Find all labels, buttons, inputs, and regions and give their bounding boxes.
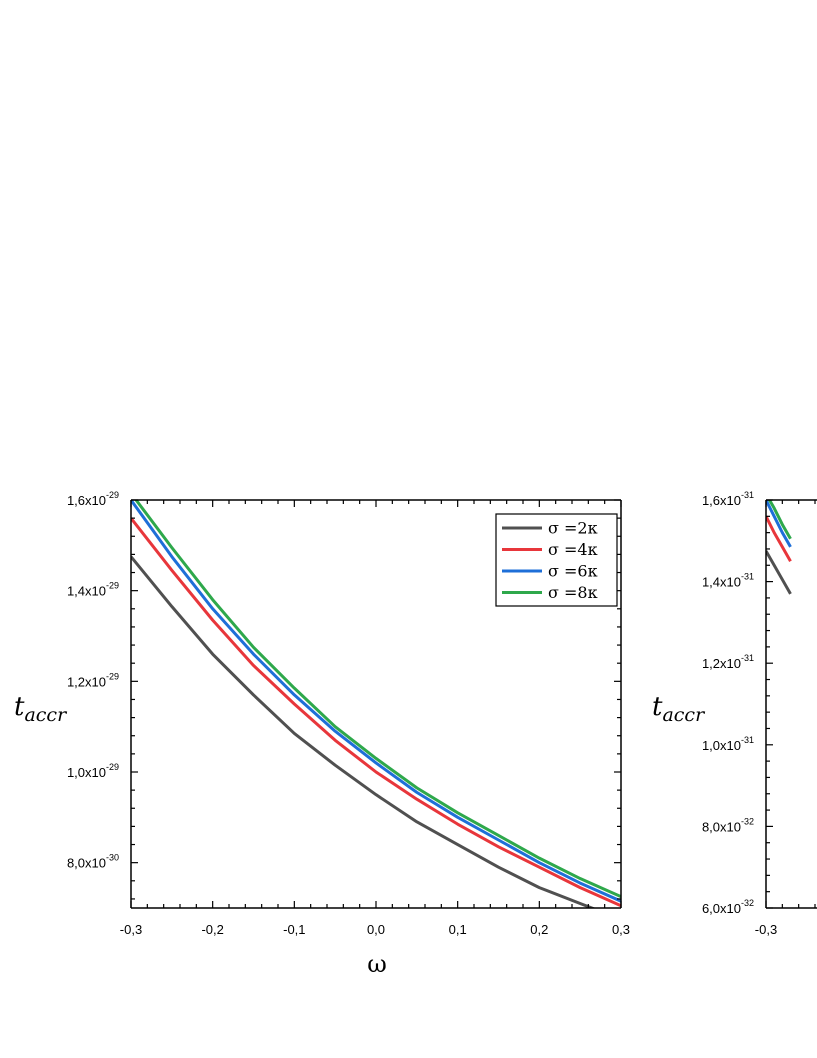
y-tick-label: 1,2x10-29	[67, 671, 119, 689]
y-tick-label: 8,0x10-32	[702, 816, 754, 834]
y-axis-label: taccr	[14, 692, 68, 726]
series-line-s8	[767, 500, 792, 540]
series-line-s6	[131, 500, 621, 903]
x-tick-label: 0,1	[449, 922, 467, 937]
chart-left: -0,3 -0,2 -0,1 0,0 0,1 0,2 0,3 8,0x10-30 1,0x10-…	[14, 490, 630, 978]
x-tick-label: 0,3	[612, 922, 630, 937]
series-group	[131, 500, 621, 908]
legend-label: σ =6κ	[548, 562, 598, 581]
legend-label: σ =4κ	[548, 540, 598, 559]
y-tick-label: 1,4x10-31	[702, 572, 754, 590]
x-tick-label: -0,3	[120, 922, 142, 937]
chart-right: -0,36,0x10-32 8,0x10-32 1,0x10-31 1,2x10-31…	[652, 490, 817, 937]
legend: σ =2κ σ =4κ σ =6κ σ =8κ	[495, 513, 618, 607]
legend-label: σ =8κ	[548, 583, 598, 602]
y-tick-label: 1,0x10-31	[702, 735, 754, 753]
x-axis-label: ω	[367, 950, 387, 978]
series-line-s4	[766, 515, 792, 562]
x-tick-label: -0,2	[201, 922, 223, 937]
series-line-s8	[134, 500, 621, 899]
y-tick-label: 1,0x10-29	[67, 762, 119, 780]
series-group	[766, 500, 792, 595]
series-line-s2	[131, 555, 596, 908]
series-line-s2	[766, 550, 792, 595]
y-tick-label: 1,4x10-29	[67, 581, 119, 599]
y-axis-label: taccr	[652, 692, 706, 726]
x-tick-label: 0,2	[530, 922, 548, 937]
x-tick-label: 0,0	[367, 922, 385, 937]
x-tick-label: -0,1	[283, 922, 305, 937]
y-tick-label: 1,2x10-31	[702, 653, 754, 671]
series-line-s6	[766, 500, 792, 548]
series-line-s4	[131, 517, 621, 908]
x-tick-label: -0,3	[755, 922, 777, 937]
y-tick-label: 6,0x10-32	[702, 898, 754, 916]
y-tick-label: 1,6x10-31	[702, 490, 754, 508]
y-tick-label: 8,0x10-30	[67, 853, 119, 871]
y-tick-label: 1,6x10-29	[67, 490, 119, 508]
legend-label: σ =2κ	[548, 519, 598, 538]
